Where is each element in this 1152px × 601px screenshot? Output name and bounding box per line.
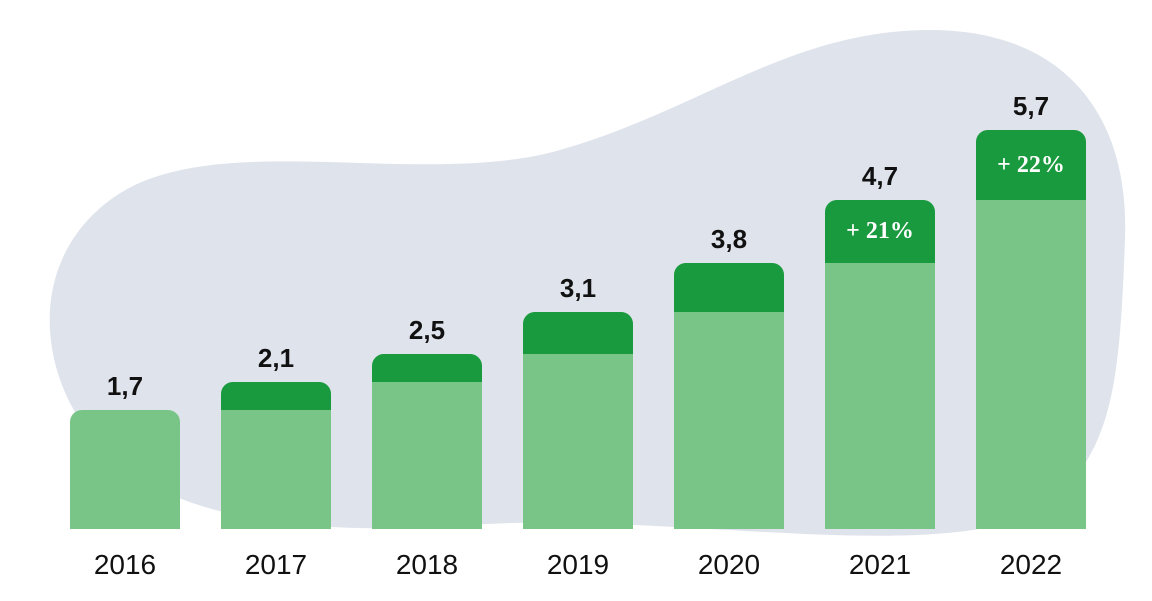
bar-value-label: 1,7 bbox=[107, 371, 143, 402]
bar-value-label: 5,7 bbox=[1013, 91, 1049, 122]
bar-col: 3,1 bbox=[523, 273, 633, 529]
bar-value-label: 3,8 bbox=[711, 224, 747, 255]
chart-stage: 1,7 2,1 2,5 3,1 3,8 4,7 + 21% 5,7 + 22% 2016 2017… bbox=[0, 0, 1152, 601]
x-tick-label: 2016 bbox=[70, 549, 180, 581]
bar-col: 3,8 bbox=[674, 224, 784, 529]
bar-growth-label: + 22% bbox=[997, 152, 1065, 179]
bar bbox=[221, 382, 331, 529]
bar bbox=[674, 263, 784, 529]
bar-col: 2,1 bbox=[221, 343, 331, 529]
x-tick-label: 2018 bbox=[372, 549, 482, 581]
bar: + 21% bbox=[825, 200, 935, 529]
bars-container: 1,7 2,1 2,5 3,1 3,8 4,7 + 21% 5,7 + 22% bbox=[70, 91, 1086, 529]
x-tick-label: 2019 bbox=[523, 549, 633, 581]
bar bbox=[523, 312, 633, 529]
bar-growth-cap bbox=[372, 354, 482, 382]
bar-value-label: 3,1 bbox=[560, 273, 596, 304]
x-tick-label: 2017 bbox=[221, 549, 331, 581]
bar-col: 1,7 bbox=[70, 371, 180, 529]
bar: + 22% bbox=[976, 130, 1086, 529]
bar-value-label: 4,7 bbox=[862, 161, 898, 192]
bar bbox=[70, 410, 180, 529]
x-axis: 2016 2017 2018 2019 2020 2021 2022 bbox=[70, 549, 1086, 581]
bar-growth-cap bbox=[674, 263, 784, 312]
bar-value-label: 2,5 bbox=[409, 315, 445, 346]
x-tick-label: 2021 bbox=[825, 549, 935, 581]
bar-col: 2,5 bbox=[372, 315, 482, 529]
x-tick-label: 2022 bbox=[976, 549, 1086, 581]
bar-col: 5,7 + 22% bbox=[976, 91, 1086, 529]
bar-growth-cap: + 21% bbox=[825, 200, 935, 263]
bar-growth-cap: + 22% bbox=[976, 130, 1086, 200]
bar-growth-label: + 21% bbox=[846, 218, 914, 245]
bar-chart: 1,7 2,1 2,5 3,1 3,8 4,7 + 21% 5,7 + 22% 2016 2017… bbox=[0, 0, 1152, 601]
bar-value-label: 2,1 bbox=[258, 343, 294, 374]
bar-col: 4,7 + 21% bbox=[825, 161, 935, 529]
bar-growth-cap bbox=[523, 312, 633, 354]
bar-growth-cap bbox=[221, 382, 331, 410]
x-tick-label: 2020 bbox=[674, 549, 784, 581]
bar bbox=[372, 354, 482, 529]
